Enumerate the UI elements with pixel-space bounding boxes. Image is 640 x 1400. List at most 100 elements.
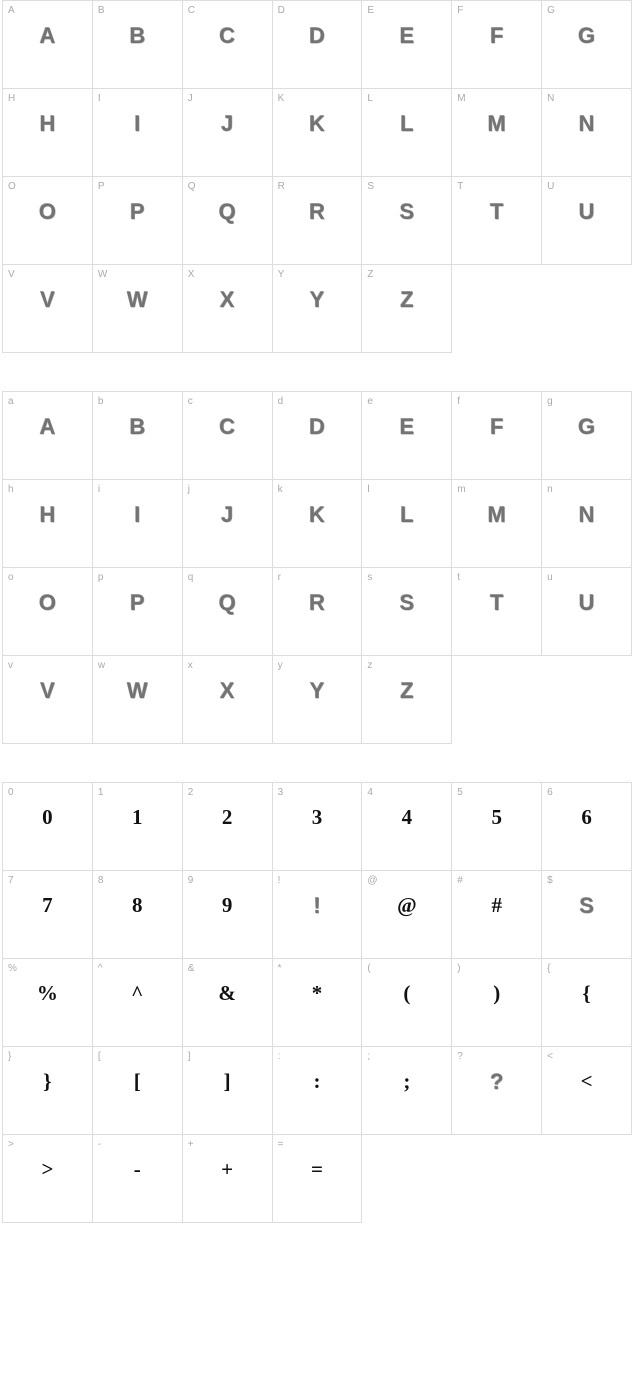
glyph-cell[interactable]: jJ [183,480,273,568]
glyph-cell[interactable]: << [542,1047,632,1135]
glyph-cell[interactable]: 66 [542,783,632,871]
glyph-cell-label: 3 [278,787,284,798]
glyph-cell[interactable]: aA [3,392,93,480]
glyph-cell-glyph: * [312,981,323,1006]
glyph-cell[interactable]: !! [273,871,363,959]
glyph-cell[interactable]: YY [273,265,363,353]
glyph-cell-glyph: G [578,414,595,440]
glyph-cell[interactable]: qQ [183,568,273,656]
glyph-cell[interactable]: MM [452,89,542,177]
glyph-cell[interactable]: {{ [542,959,632,1047]
glyph-cell[interactable]: mM [452,480,542,568]
glyph-cell[interactable]: CC [183,1,273,89]
glyph-cell-label: q [188,572,194,583]
glyph-cell[interactable]: ++ [183,1135,273,1223]
glyph-cell[interactable]: SS [362,177,452,265]
glyph-cell[interactable]: GG [542,1,632,89]
glyph-cell[interactable]: :: [273,1047,363,1135]
glyph-cell[interactable]: WW [93,265,183,353]
glyph-cell[interactable]: ZZ [362,265,452,353]
glyph-cell[interactable]: AA [3,1,93,89]
glyph-cell[interactable]: 55 [452,783,542,871]
glyph-cell[interactable]: BB [93,1,183,89]
glyph-cell[interactable]: pP [93,568,183,656]
glyph-cell[interactable]: lL [362,480,452,568]
glyph-cell[interactable]: kK [273,480,363,568]
glyph-cell[interactable]: 11 [93,783,183,871]
glyph-cell[interactable]: VV [3,265,93,353]
glyph-cell[interactable]: (( [362,959,452,1047]
glyph-cell[interactable]: wW [93,656,183,744]
glyph-cell[interactable]: XX [183,265,273,353]
glyph-cell[interactable]: gG [542,392,632,480]
glyph-cell[interactable]: rR [273,568,363,656]
glyph-cell[interactable]: >> [3,1135,93,1223]
glyph-cell[interactable]: hH [3,480,93,568]
glyph-cell-label: D [278,5,285,16]
glyph-cell[interactable]: EE [362,1,452,89]
glyph-cell[interactable]: bB [93,392,183,480]
glyph-cell[interactable]: HH [3,89,93,177]
glyph-cell[interactable]: NN [542,89,632,177]
glyph-cell[interactable]: JJ [183,89,273,177]
glyph-cell[interactable]: 77 [3,871,93,959]
glyph-cell[interactable]: ]] [183,1047,273,1135]
glyph-cell-glyph: 0 [42,805,53,830]
glyph-cell[interactable]: FF [452,1,542,89]
glyph-cell-glyph: T [490,199,503,225]
glyph-cell[interactable]: dD [273,392,363,480]
glyph-cell[interactable]: xX [183,656,273,744]
glyph-cell-label: W [98,269,107,280]
glyph-cell[interactable]: iI [93,480,183,568]
glyph-cell[interactable]: }} [3,1047,93,1135]
glyph-cell-label: E [367,5,374,16]
glyph-cell[interactable]: [[ [93,1047,183,1135]
glyph-cell-glyph: N [579,502,595,528]
glyph-cell[interactable]: $S [542,871,632,959]
glyph-cell[interactable]: 22 [183,783,273,871]
glyph-cell[interactable]: ^^ [93,959,183,1047]
glyph-cell[interactable]: == [273,1135,363,1223]
glyph-cell[interactable]: cC [183,392,273,480]
glyph-cell-label: i [98,484,100,495]
glyph-cell[interactable]: yY [273,656,363,744]
glyph-cell[interactable]: DD [273,1,363,89]
glyph-cell[interactable]: uU [542,568,632,656]
glyph-cell[interactable]: KK [273,89,363,177]
glyph-cell-label: f [457,396,460,407]
glyph-cell-glyph: R [309,199,325,225]
glyph-cell[interactable]: @@ [362,871,452,959]
glyph-cell[interactable]: 88 [93,871,183,959]
glyph-cell[interactable]: vV [3,656,93,744]
glyph-cell[interactable]: tT [452,568,542,656]
glyph-cell[interactable]: OO [3,177,93,265]
glyph-cell[interactable]: 99 [183,871,273,959]
glyph-cell[interactable]: eE [362,392,452,480]
glyph-cell[interactable]: nN [542,480,632,568]
glyph-cell[interactable]: ;; [362,1047,452,1135]
glyph-grid-lowercase: aAbBcCdDeEfFgG hHiIjJkKlLmMnN oOpPqQrRsStT… [2,391,632,744]
glyph-cell[interactable]: TT [452,177,542,265]
glyph-cell[interactable]: ## [452,871,542,959]
glyph-cell[interactable]: UU [542,177,632,265]
glyph-cell[interactable]: 00 [3,783,93,871]
glyph-cell[interactable]: sS [362,568,452,656]
glyph-cell[interactable]: LL [362,89,452,177]
glyph-cell[interactable]: zZ [362,656,452,744]
glyph-cell[interactable]: 44 [362,783,452,871]
glyph-cell[interactable]: oO [3,568,93,656]
glyph-cell[interactable]: PP [93,177,183,265]
glyph-cell[interactable]: ?? [452,1047,542,1135]
glyph-cell[interactable]: RR [273,177,363,265]
glyph-cell[interactable]: 33 [273,783,363,871]
glyph-cell[interactable]: ** [273,959,363,1047]
glyph-cell[interactable]: -- [93,1135,183,1223]
glyph-cell[interactable]: && [183,959,273,1047]
glyph-cell[interactable]: II [93,89,183,177]
glyph-cell-label: 2 [188,787,194,798]
glyph-cell[interactable]: QQ [183,177,273,265]
glyph-cell-label: V [8,269,15,280]
glyph-cell[interactable]: %% [3,959,93,1047]
glyph-cell[interactable]: )) [452,959,542,1047]
glyph-cell[interactable]: fF [452,392,542,480]
